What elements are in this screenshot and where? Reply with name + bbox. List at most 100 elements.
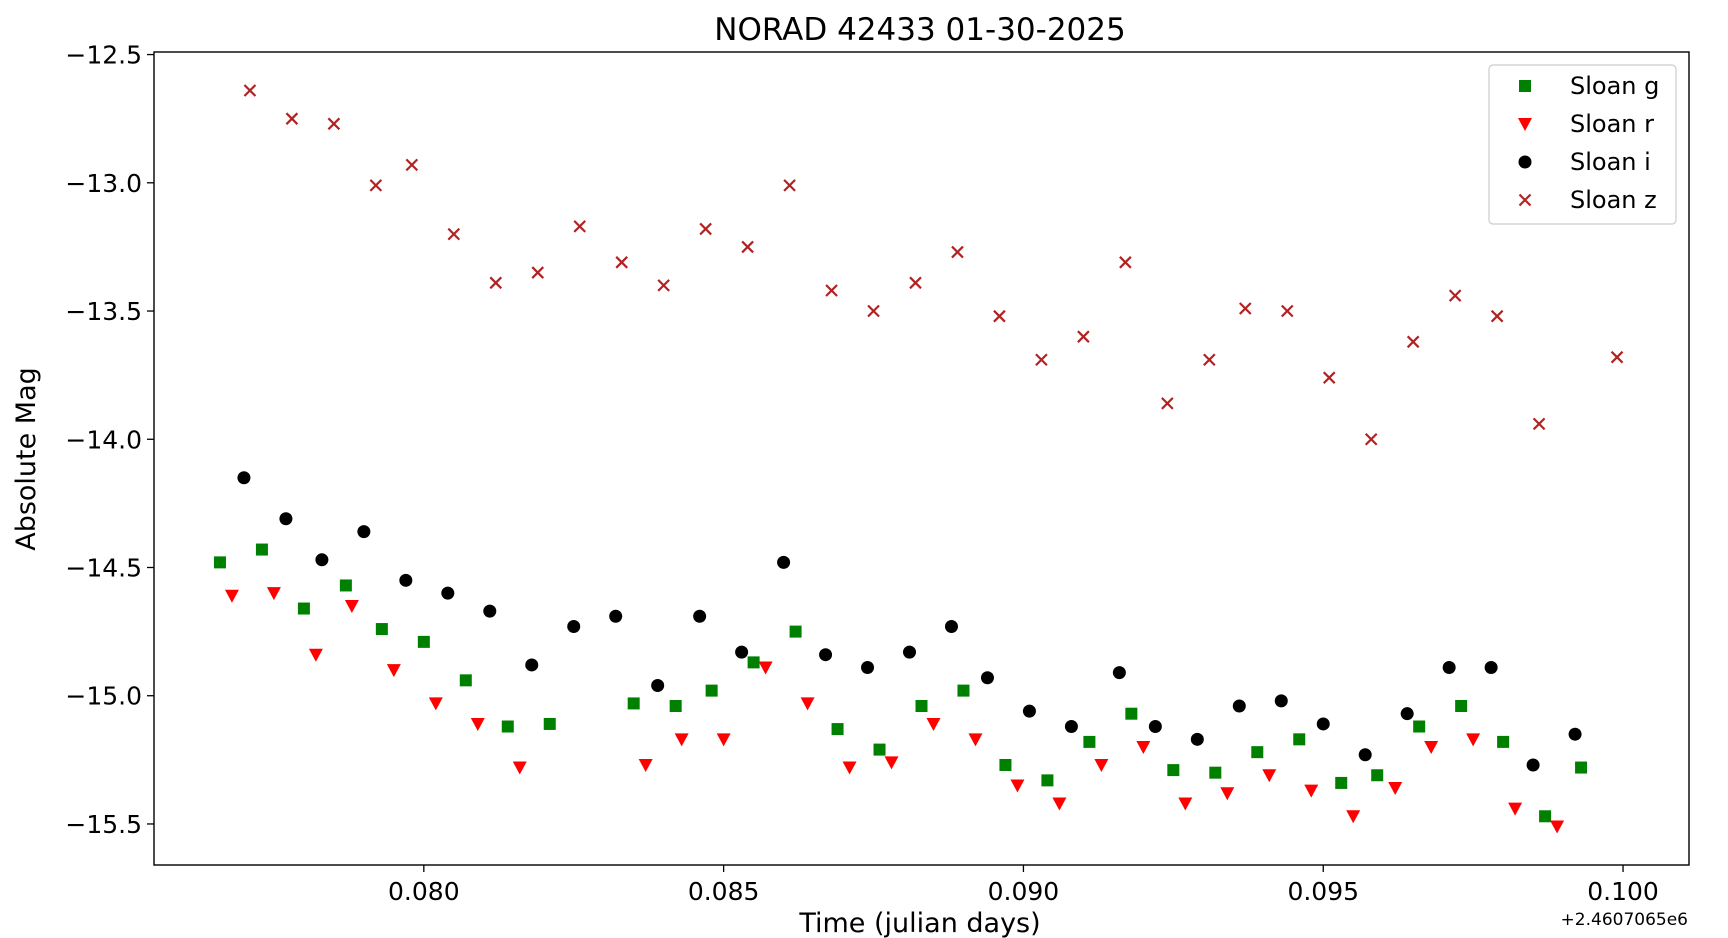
sloan-g-point-7 (459, 674, 472, 687)
sloan-i-point-30 (1442, 661, 1456, 675)
sloan-i-point-17 (903, 645, 917, 659)
sloan-g-point-14 (789, 625, 802, 638)
sloan-z-point-2 (285, 112, 299, 125)
sloan-z-point-19 (993, 309, 1006, 323)
sloan-g-point-17 (915, 699, 928, 712)
sloan-z-point-14 (783, 179, 796, 192)
legend-box (1488, 64, 1677, 225)
chart-title: NORAD 42433 01-30-2025 (714, 12, 1125, 48)
sloan-z-point-12 (699, 222, 712, 236)
sloan-g-point-31 (1497, 735, 1510, 748)
y-tick-label-2: −13.0 (65, 169, 142, 198)
sloan-g-point-29 (1413, 720, 1426, 733)
sloan-g-point-33 (1575, 761, 1588, 774)
y-tick-label-6: −15.0 (65, 682, 142, 711)
sloan-r-point-31 (1550, 820, 1565, 834)
sloan-r-point-16 (926, 717, 941, 731)
sloan-r-point-1 (224, 589, 239, 603)
sloan-g-point-8 (501, 720, 514, 733)
x-axis-label: Time (julian days) (798, 908, 1040, 938)
sloan-g-point-23 (1167, 764, 1180, 777)
sloan-r-point-17 (968, 733, 983, 747)
sloan-g-point-28 (1371, 769, 1384, 782)
sloan-z-point-4 (369, 179, 383, 192)
sloan-i-point-28 (1358, 748, 1372, 762)
sloan-i-point-15 (819, 648, 833, 662)
sloan-i-point-33 (1568, 727, 1582, 741)
sloan-r-point-2 (266, 587, 281, 601)
sloan-z-point-5 (405, 158, 419, 172)
sloan-i-point-24 (1190, 732, 1204, 746)
sloan-r-point-13 (800, 697, 815, 711)
sloan-g-point-16 (873, 743, 886, 756)
sloan-r-point-19 (1052, 797, 1067, 811)
sloan-z-point-25 (1239, 302, 1252, 315)
sloan-r-point-25 (1304, 784, 1319, 798)
sloan-z-point-10 (615, 256, 628, 269)
sloan-r-point-20 (1094, 758, 1109, 772)
sloan-r-point-11 (716, 733, 731, 747)
sloan-z-point-9 (573, 220, 587, 233)
sloan-i-point-14 (777, 555, 791, 569)
sloan-i-point-26 (1274, 694, 1288, 708)
x-tick-label-1: 0.080 (388, 877, 460, 906)
sloan-r-point-30 (1508, 802, 1523, 816)
sloan-r-point-12 (758, 661, 773, 675)
legend-marker-sloan-r (1518, 118, 1532, 131)
sloan-g-point-5 (375, 623, 388, 636)
sloan-g-point-26 (1293, 733, 1306, 746)
sloan-g-point-4 (339, 579, 352, 592)
sloan-g-point-13 (747, 656, 760, 669)
legend-marker-sloan-g (1519, 80, 1531, 92)
sloan-i-point-12 (693, 609, 707, 623)
sloan-g-point-30 (1455, 699, 1468, 712)
sloan-z-point-8 (531, 266, 545, 279)
sloan-i-point-20 (1022, 704, 1036, 718)
sloan-z-point-31 (1490, 309, 1504, 323)
sloan-i-point-13 (735, 645, 749, 659)
sloan-g-point-12 (705, 684, 718, 697)
sloan-z-point-22 (1119, 256, 1132, 269)
sloan-r-point-9 (638, 758, 653, 772)
sloan-g-point-18 (957, 684, 970, 697)
sloan-z-point-3 (327, 117, 341, 131)
sloan-r-point-8 (512, 761, 527, 775)
sloan-i-point-19 (980, 671, 994, 685)
sloan-i-point-1 (237, 471, 251, 485)
sloan-g-point-9 (543, 717, 556, 730)
plot-frame (153, 51, 1690, 866)
sloan-z-point-32 (1532, 417, 1546, 431)
sloan-g-point-3 (297, 602, 310, 615)
sloan-z-point-17 (909, 276, 922, 290)
y-tick-label-7: −15.5 (65, 810, 142, 839)
x-axis-offset: +2.4607065e6 (1561, 910, 1688, 930)
sloan-r-point-7 (470, 717, 485, 731)
sloan-r-point-10 (674, 733, 689, 747)
x-tick-label-4: 0.095 (1287, 877, 1359, 906)
sloan-z-point-18 (951, 245, 964, 259)
sloan-i-point-25 (1232, 699, 1246, 713)
sloan-r-point-6 (428, 697, 443, 711)
sloan-r-point-28 (1424, 741, 1439, 755)
sloan-g-point-6 (417, 635, 430, 648)
y-tick-label-4: −14.0 (65, 425, 142, 454)
sloan-z-point-28 (1364, 432, 1378, 446)
sloan-g-point-25 (1251, 746, 1264, 759)
sloan-g-point-10 (627, 697, 640, 710)
sloan-r-point-14 (842, 761, 857, 775)
sloan-i-point-18 (944, 619, 958, 633)
y-axis-label: Absolute Mag (11, 367, 42, 551)
legend-label-sloan-i: Sloan i (1570, 148, 1651, 176)
sloan-z-point-30 (1448, 289, 1462, 302)
sloan-g-point-2 (255, 543, 268, 556)
sloan-g-point-27 (1335, 776, 1348, 789)
sloan-i-point-9 (567, 619, 581, 633)
sloan-i-point-4 (357, 525, 371, 539)
sloan-z-point-13 (741, 240, 754, 254)
y-tick-label-1: −12.5 (65, 41, 142, 70)
sloan-z-point-16 (867, 304, 880, 318)
sloan-i-point-5 (399, 573, 413, 587)
sloan-r-point-23 (1220, 787, 1235, 801)
sloan-r-point-24 (1262, 769, 1277, 783)
